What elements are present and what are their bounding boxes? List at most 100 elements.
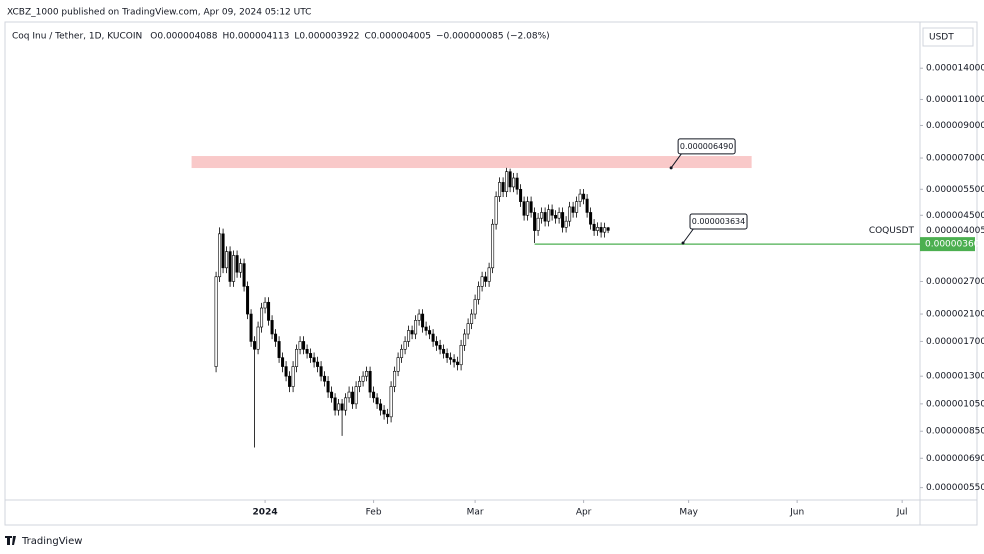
currency: USDT (929, 33, 954, 43)
candle-body (466, 323, 470, 335)
candle-body (442, 348, 446, 354)
candle-body (540, 212, 544, 219)
candle-body (438, 344, 442, 350)
candle-body (232, 255, 236, 282)
candle-body (372, 391, 376, 399)
change: −0.000000085 (−2.08%) (436, 32, 550, 42)
candle-body (592, 223, 596, 231)
candle-body (536, 217, 540, 231)
callout-label: 0.000006490 (680, 142, 733, 151)
y-tick-label: 0.000007000 (926, 154, 984, 164)
candle-body (347, 391, 351, 399)
candle-body (407, 330, 411, 342)
support-label-box (920, 237, 975, 252)
candle-body (596, 227, 600, 231)
candle-body (256, 326, 260, 350)
candle-body (491, 223, 495, 269)
x-tick-label: Apr (576, 508, 592, 518)
candle-body (515, 177, 519, 190)
ohlc-value: 0.000003922 (299, 32, 359, 42)
candle-body (494, 196, 498, 225)
candle-body (225, 251, 229, 269)
candle-body (603, 227, 607, 233)
candle-body (228, 251, 232, 282)
candle-body (403, 341, 407, 350)
y-tick-label: 0.000000690 (926, 454, 984, 464)
candle-body (288, 375, 292, 387)
callout-box (677, 138, 736, 155)
candle-body (431, 333, 435, 342)
candle-body (410, 330, 414, 335)
candle-body (561, 212, 565, 228)
candle-body (582, 193, 586, 200)
candle-body (575, 201, 579, 213)
callout-anchor (681, 241, 685, 245)
candle-body (344, 397, 348, 411)
candle-body (393, 370, 397, 387)
y-tick-label: 0.000001700 (926, 337, 984, 347)
candle-body (463, 333, 467, 346)
callout-pointer (670, 152, 683, 169)
candle-body (386, 413, 390, 418)
candle-body (354, 386, 358, 405)
candle-body (214, 276, 218, 367)
candle-body (351, 391, 355, 405)
ohlc-key: O (150, 32, 157, 42)
candle-body (550, 209, 554, 216)
candle-body (568, 206, 572, 222)
x-tick-label: Mar (467, 508, 484, 518)
y-tick-label: 0.000002100 (926, 310, 984, 320)
candle-body (337, 403, 341, 411)
candle-body (333, 397, 337, 411)
legend-symbol: Coq Inu / Tether, 1D, KUCOIN (12, 32, 142, 42)
candle-body (400, 348, 404, 358)
candle-body (389, 386, 393, 418)
candle-body (589, 212, 593, 225)
candle-body (417, 313, 421, 321)
y-tick-label: 0.000000550 (926, 483, 984, 493)
ohlc-key: C (365, 32, 371, 42)
candle-body (253, 341, 257, 350)
candle-body (526, 201, 530, 216)
chart-frame (4, 21, 978, 526)
candle-body (319, 366, 323, 377)
candle-body (487, 267, 491, 282)
y-tick-label: 0.000001300 (926, 372, 984, 382)
y-tick-label: 0.000001050 (926, 399, 984, 409)
candle-body (498, 182, 502, 197)
callout-box (689, 213, 748, 230)
logo-mark (5, 536, 16, 545)
candle-body (428, 330, 432, 335)
candle-body (396, 357, 400, 372)
ohlc-value: 0.000004088 (157, 32, 217, 42)
candle-body (533, 212, 537, 231)
candle-body (564, 220, 568, 228)
candle-body (316, 361, 320, 367)
candle-body (424, 326, 428, 331)
candle-body (522, 201, 526, 216)
candle-body (585, 198, 589, 213)
candle-body (599, 227, 603, 233)
callout-label: 0.000003634 (692, 217, 745, 226)
candle-body (435, 341, 439, 346)
footer: TradingView (21, 536, 82, 547)
candle-body (309, 353, 313, 358)
candle-body (263, 301, 267, 309)
candle-body (239, 263, 243, 273)
support-label: 0.000003602 (925, 240, 984, 250)
candle-body (274, 333, 278, 342)
candle-body (508, 171, 512, 188)
candle-body (330, 391, 334, 399)
footer-logo: TradingView (5, 536, 82, 547)
candle-body (305, 348, 309, 354)
candle-body (221, 233, 225, 269)
candle-body (358, 380, 362, 387)
candle-body (477, 286, 481, 300)
y-tick-label: 0.000009000 (926, 121, 984, 131)
candle-body (298, 341, 302, 350)
candle-body (246, 286, 250, 315)
candle-body (505, 171, 509, 192)
candle-body (302, 341, 306, 350)
candle-body (361, 375, 365, 382)
candle-body (368, 370, 372, 393)
